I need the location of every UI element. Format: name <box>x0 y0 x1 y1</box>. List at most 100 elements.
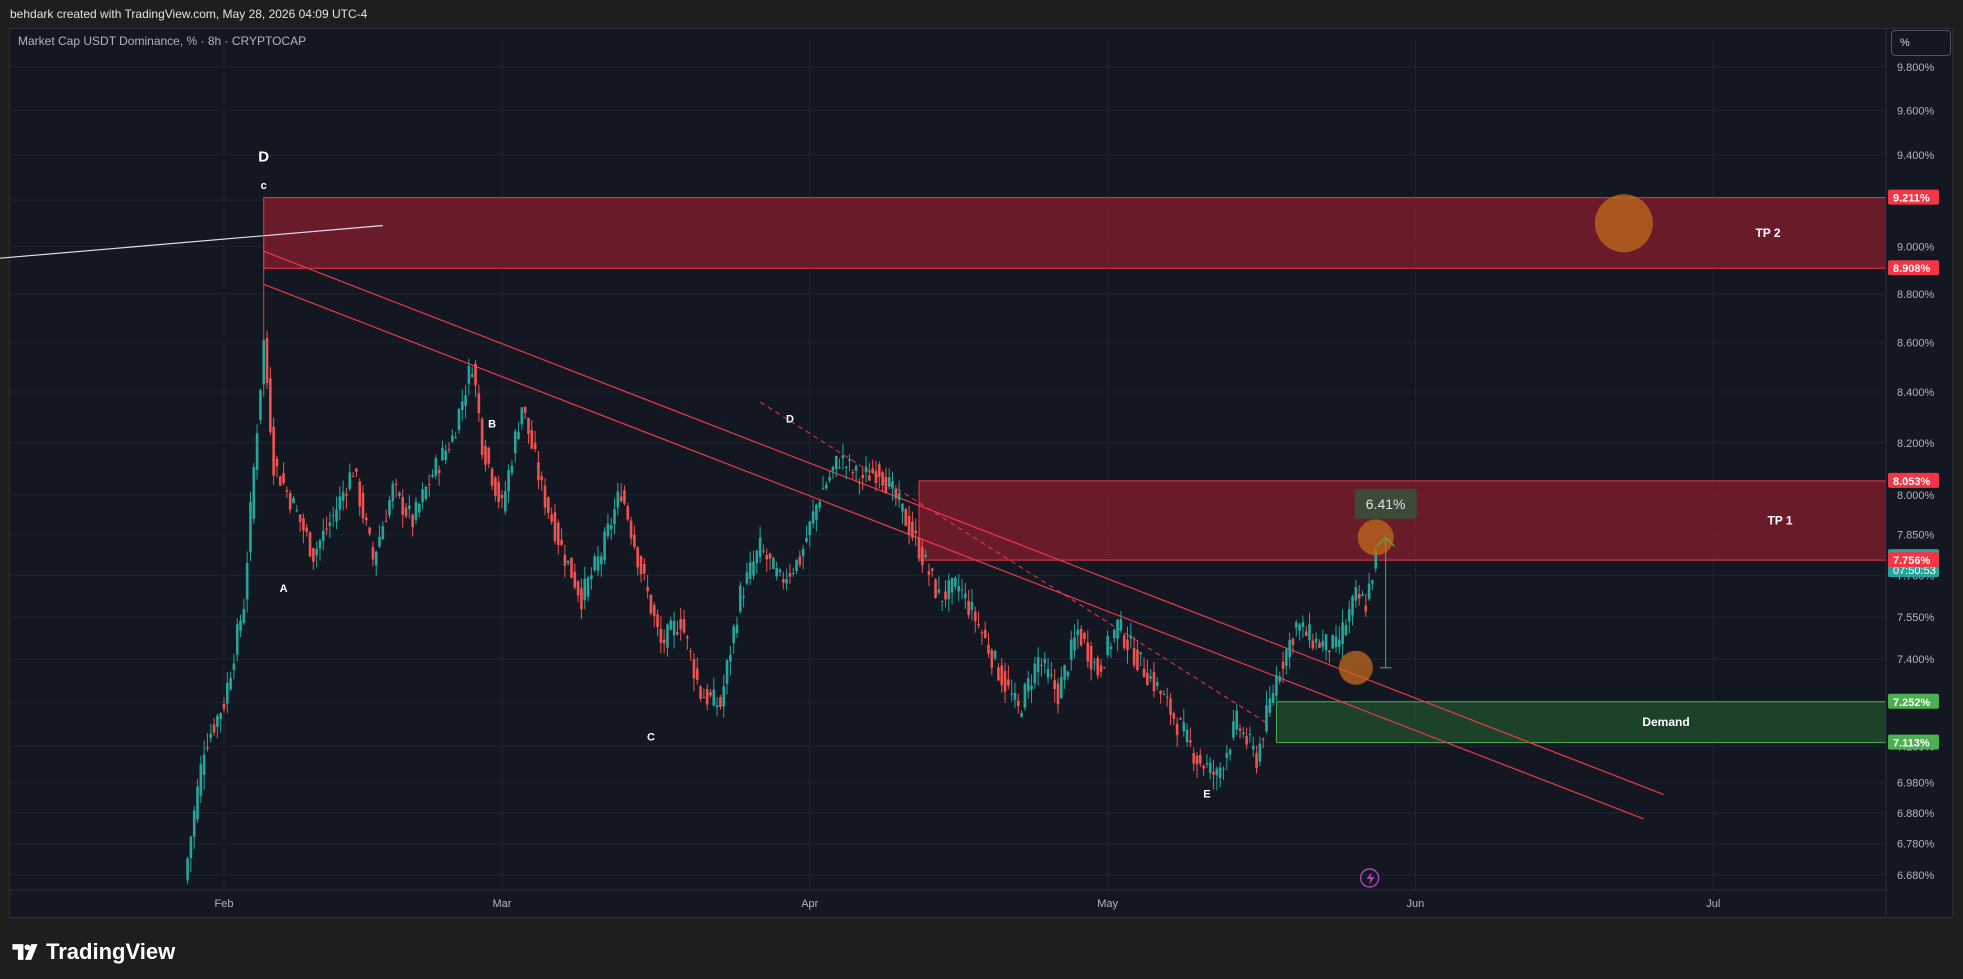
candle-body <box>527 417 530 434</box>
candle <box>232 653 236 680</box>
candle-body <box>788 572 792 577</box>
candle-body <box>1341 622 1344 645</box>
candle-body <box>1294 622 1298 628</box>
candle-body <box>570 557 573 578</box>
candle-body <box>401 497 405 515</box>
candle-body <box>1016 700 1020 707</box>
channel-lower-line <box>263 283 1645 820</box>
scale-toggle-button[interactable]: % <box>1891 30 1951 56</box>
candle <box>474 359 477 398</box>
candle-body <box>1020 713 1023 717</box>
candle-body <box>798 556 802 565</box>
candle <box>331 506 335 527</box>
candle <box>1106 630 1109 659</box>
candle <box>1136 640 1139 672</box>
candle <box>619 483 623 503</box>
price-label-bg <box>1888 189 1939 205</box>
candle-body <box>434 457 438 476</box>
symbol-title[interactable]: Market Cap USDT Dominance, % · 8h · CRYP… <box>18 34 307 48</box>
wave-label: E <box>1203 789 1210 801</box>
candle <box>556 519 560 555</box>
candle-body <box>676 632 679 635</box>
candle-body <box>1089 645 1093 670</box>
chart-frame[interactable] <box>9 28 1953 918</box>
candle <box>384 509 388 523</box>
candle-body <box>586 577 590 597</box>
candle-body <box>1093 661 1096 663</box>
candle <box>689 648 692 661</box>
candle-body <box>1185 729 1189 742</box>
candle-body <box>474 363 477 386</box>
candle <box>1318 639 1321 649</box>
candle <box>785 568 788 591</box>
candle-body <box>715 705 719 708</box>
candle <box>229 671 232 691</box>
candle <box>887 468 891 490</box>
candle <box>997 662 1000 682</box>
candle-body <box>358 481 361 507</box>
candle <box>788 563 792 584</box>
candle <box>858 478 861 495</box>
candle-body <box>894 488 898 499</box>
candle <box>1238 724 1242 739</box>
candle <box>722 674 726 718</box>
candle <box>1291 637 1295 654</box>
candle <box>954 575 957 590</box>
candle-body <box>494 477 497 496</box>
candle <box>752 550 755 580</box>
candle <box>748 551 752 585</box>
candle-body <box>825 484 828 489</box>
candle-body <box>242 608 246 623</box>
candle <box>272 417 275 485</box>
candle <box>1195 751 1199 779</box>
candle <box>967 589 970 619</box>
candle <box>1215 766 1219 791</box>
candle <box>791 567 795 577</box>
candle-body <box>1050 674 1053 676</box>
candle-body <box>954 577 957 587</box>
tradingview-brand[interactable]: TradingView <box>10 937 175 967</box>
candle <box>1093 657 1096 671</box>
marker-tp2 <box>1594 194 1653 253</box>
candle-body <box>222 704 226 709</box>
candle <box>226 671 229 714</box>
candle-body <box>762 550 765 552</box>
candle-body <box>556 522 560 545</box>
candle-body <box>801 548 805 556</box>
candle <box>507 464 510 503</box>
candle-body <box>1112 630 1116 639</box>
candle <box>964 582 967 610</box>
candle <box>669 616 673 631</box>
candle <box>345 487 348 509</box>
candle <box>755 549 759 574</box>
candle <box>738 581 742 614</box>
candle-body <box>702 696 706 699</box>
brand-name: TradingView <box>46 939 176 964</box>
candle-body <box>388 500 391 516</box>
candle <box>1202 764 1205 776</box>
candle <box>914 518 917 547</box>
candle-body <box>914 530 917 534</box>
candle <box>302 513 305 544</box>
candle <box>1043 651 1047 674</box>
candle <box>1242 727 1245 738</box>
candle <box>606 513 610 540</box>
candle <box>924 549 927 558</box>
candle <box>715 696 719 717</box>
candle <box>1182 708 1186 737</box>
candle <box>547 496 550 519</box>
candle <box>275 455 279 478</box>
wave-label: D <box>258 149 269 166</box>
candle-body <box>278 476 282 486</box>
candle <box>1185 723 1189 747</box>
candle <box>821 475 825 490</box>
candle <box>877 461 881 489</box>
candle <box>1341 609 1344 658</box>
candle <box>646 574 649 599</box>
price-label: 7.113% <box>1888 734 1939 750</box>
candle <box>1225 744 1229 771</box>
candle <box>765 548 769 573</box>
candle-body <box>682 619 686 633</box>
candle-body <box>1364 605 1368 612</box>
